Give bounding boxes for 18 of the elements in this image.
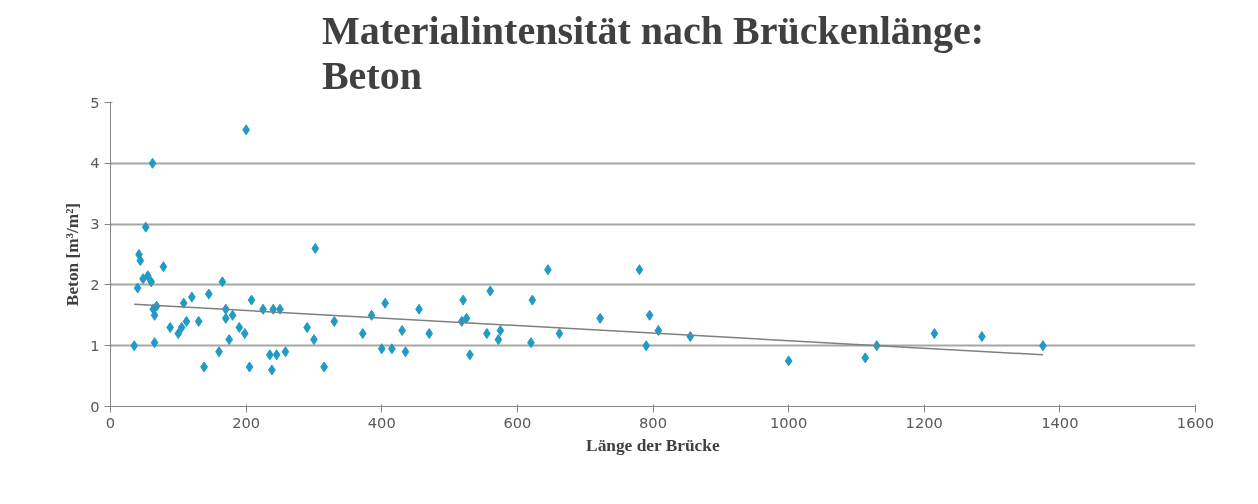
- x-axis-title: Länge der Brücke: [586, 435, 720, 455]
- x-tick-label: 200: [232, 413, 261, 431]
- y-tick-label: 3: [90, 215, 100, 233]
- y-tick-label: 0: [90, 397, 100, 415]
- y-tick-label: 5: [90, 93, 100, 111]
- x-tick-label: 0: [105, 413, 116, 431]
- y-tick-label: 1: [90, 336, 100, 354]
- y-axis-title: Beton [m³/m²]: [63, 202, 83, 307]
- x-tick-label: 1000: [769, 413, 808, 431]
- x-tick-label: 400: [367, 413, 396, 431]
- x-tick-label: 1400: [1041, 413, 1079, 431]
- x-tick-label: 800: [639, 413, 667, 431]
- x-tick-label: 1600: [1176, 413, 1215, 431]
- x-tick-label: 1200: [905, 413, 943, 431]
- y-tick-label: 4: [90, 154, 100, 172]
- y-tick-label: 2: [90, 275, 100, 293]
- x-tick-label: 600: [503, 413, 532, 431]
- chart-title: Materialintensität nach Brückenlänge: Beton: [321, 7, 985, 98]
